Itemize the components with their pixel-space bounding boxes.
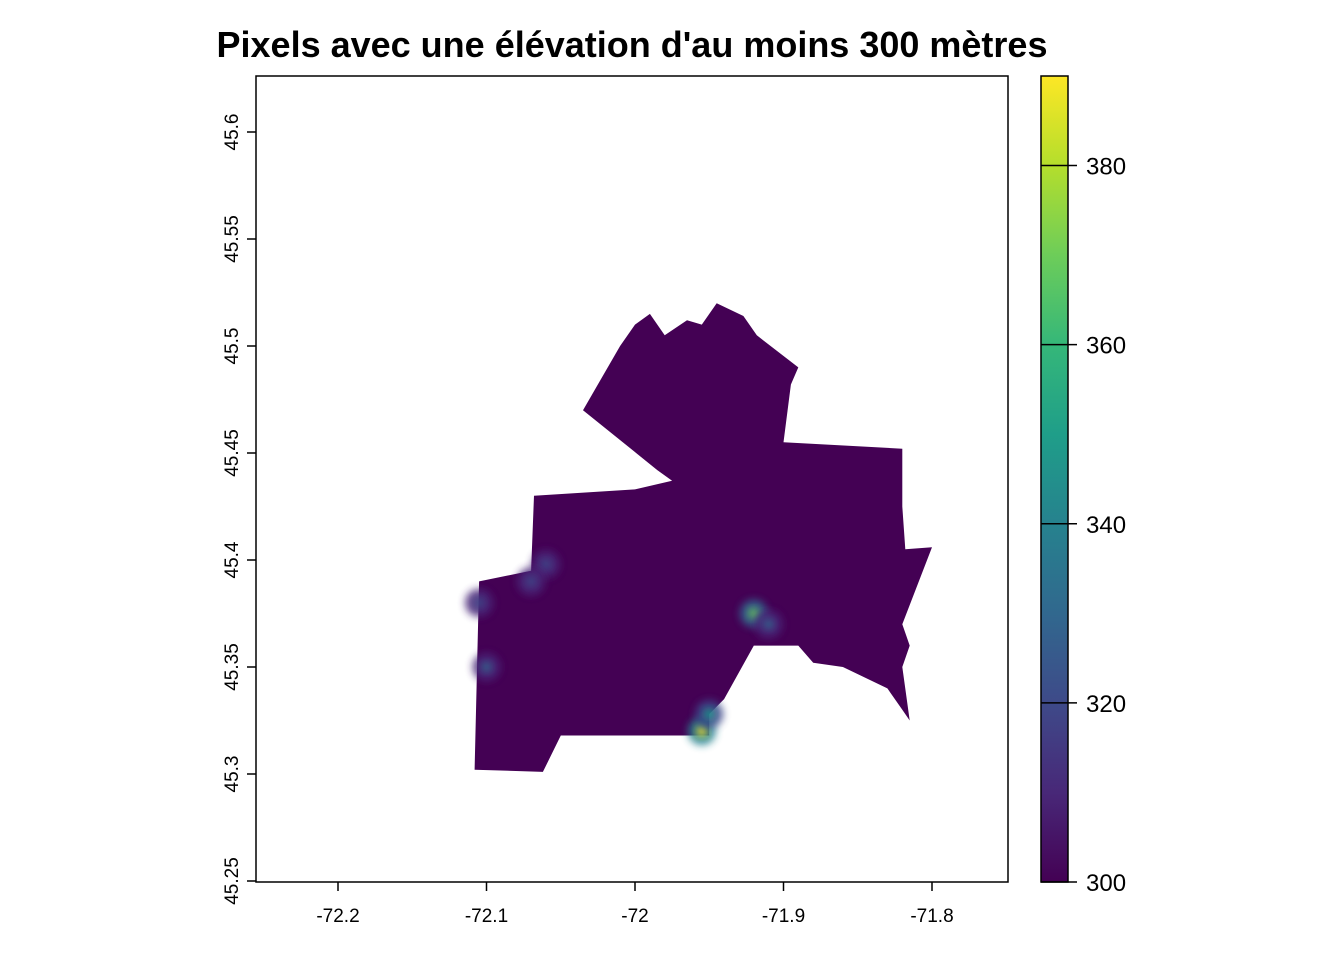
y-tick-label: 45.5 (222, 328, 243, 365)
x-tick-label: -71.9 (762, 906, 805, 927)
legend-colorbar (1041, 76, 1068, 882)
y-tick-label: 45.35 (222, 643, 243, 691)
elevation-spot (748, 608, 759, 619)
y-tick-label: 45.3 (222, 756, 243, 793)
y-tick-label: 45.25 (222, 857, 243, 905)
elevation-spot (481, 662, 492, 672)
legend-tick-label: 380 (1086, 154, 1126, 181)
y-axis: 45.25 45.3 45.35 45.4 45.45 45.5 45.55 45.6 (222, 114, 256, 905)
legend-tick-label: 360 (1086, 333, 1126, 360)
elevation-spot (704, 709, 715, 720)
elevation-spot (526, 576, 537, 587)
y-tick-label: 45.45 (222, 429, 243, 477)
elevation-spot (763, 619, 774, 630)
x-axis: -72.2 -72.1 -72 -71.9 -71.8 (316, 882, 954, 927)
x-tick-label: -71.8 (910, 906, 953, 927)
elevation-spot (474, 597, 485, 608)
x-tick-label: -72.1 (465, 906, 508, 927)
x-tick-label: -72 (621, 906, 648, 927)
y-tick-label: 45.55 (222, 215, 243, 263)
plot-frame (255, 75, 1009, 883)
y-tick-label: 45.4 (222, 541, 243, 578)
high-elevation-spots (465, 550, 783, 746)
elevation-spot (540, 559, 551, 570)
elevation-region (474, 303, 932, 772)
map-raster (465, 303, 932, 772)
y-tick-label: 45.6 (222, 114, 243, 151)
x-tick-label: -72.2 (316, 906, 359, 927)
legend-tick-label: 320 (1086, 691, 1126, 718)
map-title: Pixels avec une élévation d'au moins 300… (217, 24, 1048, 65)
legend-tick-label: 300 (1086, 870, 1126, 897)
legend-ticks: 300 320 340 360 380 (1041, 154, 1126, 897)
color-legend: 300 320 340 360 380 (1040, 75, 1126, 897)
elevation-spot (696, 726, 707, 737)
legend-tick-label: 340 (1086, 512, 1126, 539)
